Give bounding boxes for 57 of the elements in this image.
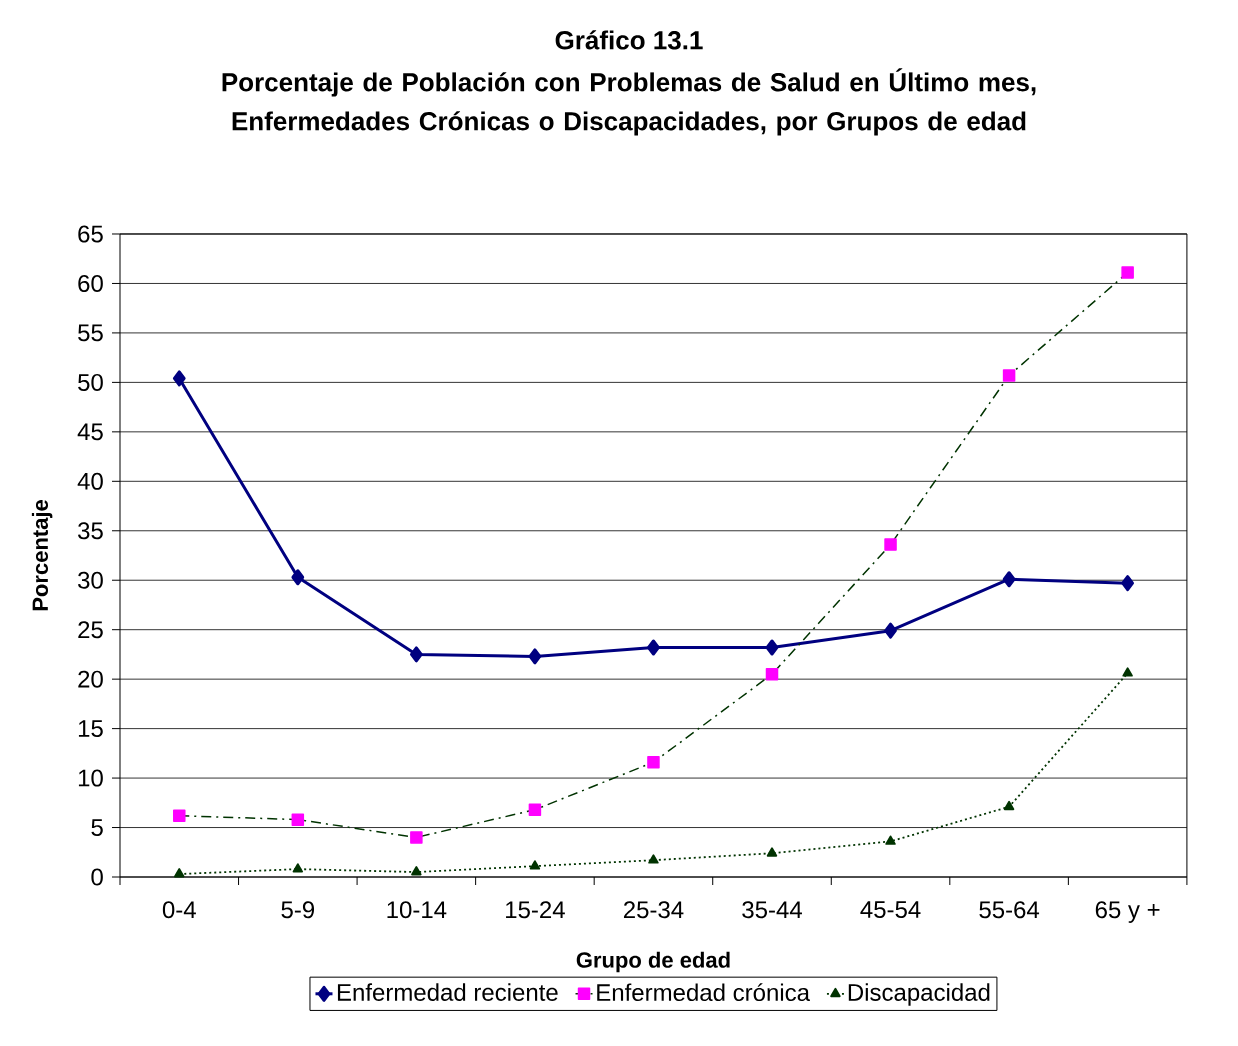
y-tick-label: 45 (77, 423, 103, 441)
y-tick-label: 25 (78, 621, 103, 639)
x-tick-label: 55-64 (979, 901, 1040, 919)
point (1002, 571, 1016, 588)
y-tick-label: 40 (77, 472, 103, 490)
point (647, 639, 660, 656)
y-tick-label: 35 (78, 522, 103, 540)
point (766, 847, 778, 857)
point (529, 860, 541, 870)
point (884, 622, 897, 639)
point (647, 756, 660, 769)
y-tick-label: 15 (78, 720, 103, 737)
point (765, 667, 779, 681)
y-tick-label: 20 (78, 670, 103, 688)
point (528, 648, 542, 665)
chart-title: Gráfico 13.1 (555, 30, 703, 50)
point (884, 538, 897, 551)
y-tick-label: 50 (78, 373, 103, 391)
legend-label: Discapacidad (848, 983, 990, 1006)
x-tick-label: 65 y + (1095, 901, 1160, 923)
y-tick-label: 5 (91, 819, 103, 836)
x-tick-label: 35-44 (742, 901, 802, 919)
chart-subtitle: Porcentaje de Población con Problemas de Salud en Último mes, Enfermedades Crónicas o Discapacidades, por Grupos de edad (222, 68, 1036, 136)
x-tick-label: 10-14 (387, 901, 447, 919)
point (528, 803, 542, 816)
x-axis-title: Grupo de edad (576, 951, 730, 973)
y-tick-label: 55 (78, 324, 103, 342)
y-tick-label: 0 (91, 868, 103, 886)
point (172, 370, 186, 387)
x-tick-label: 15-24 (506, 901, 565, 919)
point (292, 863, 304, 873)
point (765, 639, 779, 656)
point (173, 809, 186, 822)
point (1122, 667, 1133, 677)
point (1121, 575, 1135, 592)
y-tick-label: 65 (78, 225, 103, 243)
y-axis-title: Porcentaje (31, 500, 53, 611)
legend-label: Enfermedad crónica (597, 983, 810, 1002)
point (885, 835, 896, 845)
x-tick-label: 5-9 (281, 901, 315, 919)
point (410, 831, 423, 844)
point (291, 569, 305, 586)
y-tick-label: 30 (78, 571, 103, 589)
x-tick-label: 25-34 (623, 901, 684, 919)
point (1003, 800, 1015, 811)
point (648, 854, 659, 864)
y-tick-label: 60 (78, 274, 103, 292)
legend-label: Enfermedad reciente (337, 983, 558, 1001)
point (409, 646, 423, 663)
point (411, 866, 422, 876)
point (291, 813, 305, 826)
x-tick-label: 45-54 (860, 901, 921, 918)
point (174, 868, 185, 878)
point (1121, 266, 1134, 279)
x-tick-label: 0-4 (162, 901, 196, 919)
y-tick-label: 10 (78, 769, 103, 787)
point (1002, 369, 1016, 382)
